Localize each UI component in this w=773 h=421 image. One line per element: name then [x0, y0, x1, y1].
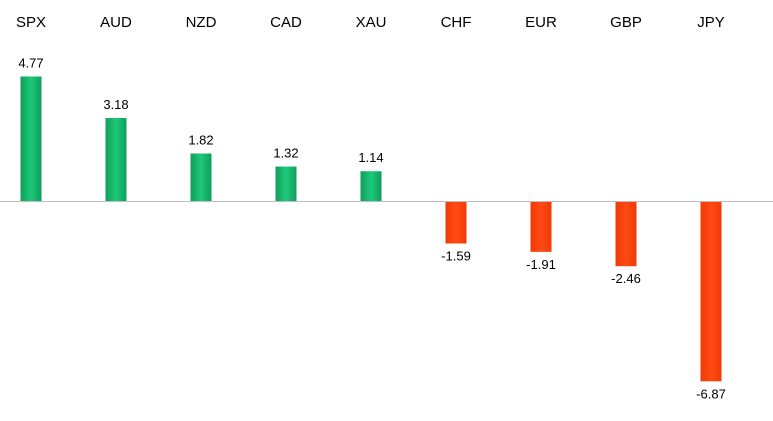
bar-xau — [360, 171, 382, 201]
bar-eur — [530, 202, 552, 252]
bar-aud — [105, 118, 127, 201]
category-label-xau: XAU — [356, 14, 387, 31]
category-label-chf: CHF — [441, 14, 472, 31]
bar-jpy — [700, 202, 722, 382]
value-labels: 4.77 3.18 1.82 1.32 1.14 -1.59 -1.91 -2.46 -6.87 — [18, 56, 725, 402]
value-label-chf: -1.59 — [441, 248, 471, 263]
bar-cad — [275, 166, 297, 201]
value-label-nzd: 1.82 — [188, 132, 213, 147]
value-label-gbp: -2.46 — [611, 271, 641, 286]
category-label-cad: CAD — [270, 14, 302, 31]
value-label-xau: 1.14 — [358, 150, 383, 165]
value-label-aud: 3.18 — [103, 97, 128, 112]
bar-nzd — [190, 153, 212, 201]
bar-chf — [445, 202, 467, 244]
category-labels: SPX AUD NZD CAD XAU CHF EUR GBP JPY — [16, 14, 725, 31]
bar-gbp — [615, 202, 637, 267]
value-label-eur: -1.91 — [526, 257, 556, 272]
value-label-jpy: -6.87 — [696, 386, 726, 401]
category-label-jpy: JPY — [697, 14, 725, 31]
category-label-eur: EUR — [525, 14, 557, 31]
category-label-nzd: NZD — [186, 14, 217, 31]
value-label-cad: 1.32 — [273, 146, 298, 161]
bars — [20, 76, 722, 382]
category-label-aud: AUD — [100, 14, 132, 31]
value-label-spx: 4.77 — [18, 56, 43, 71]
category-label-gbp: GBP — [610, 14, 642, 31]
category-label-spx: SPX — [16, 14, 46, 31]
bar-spx — [20, 76, 42, 201]
